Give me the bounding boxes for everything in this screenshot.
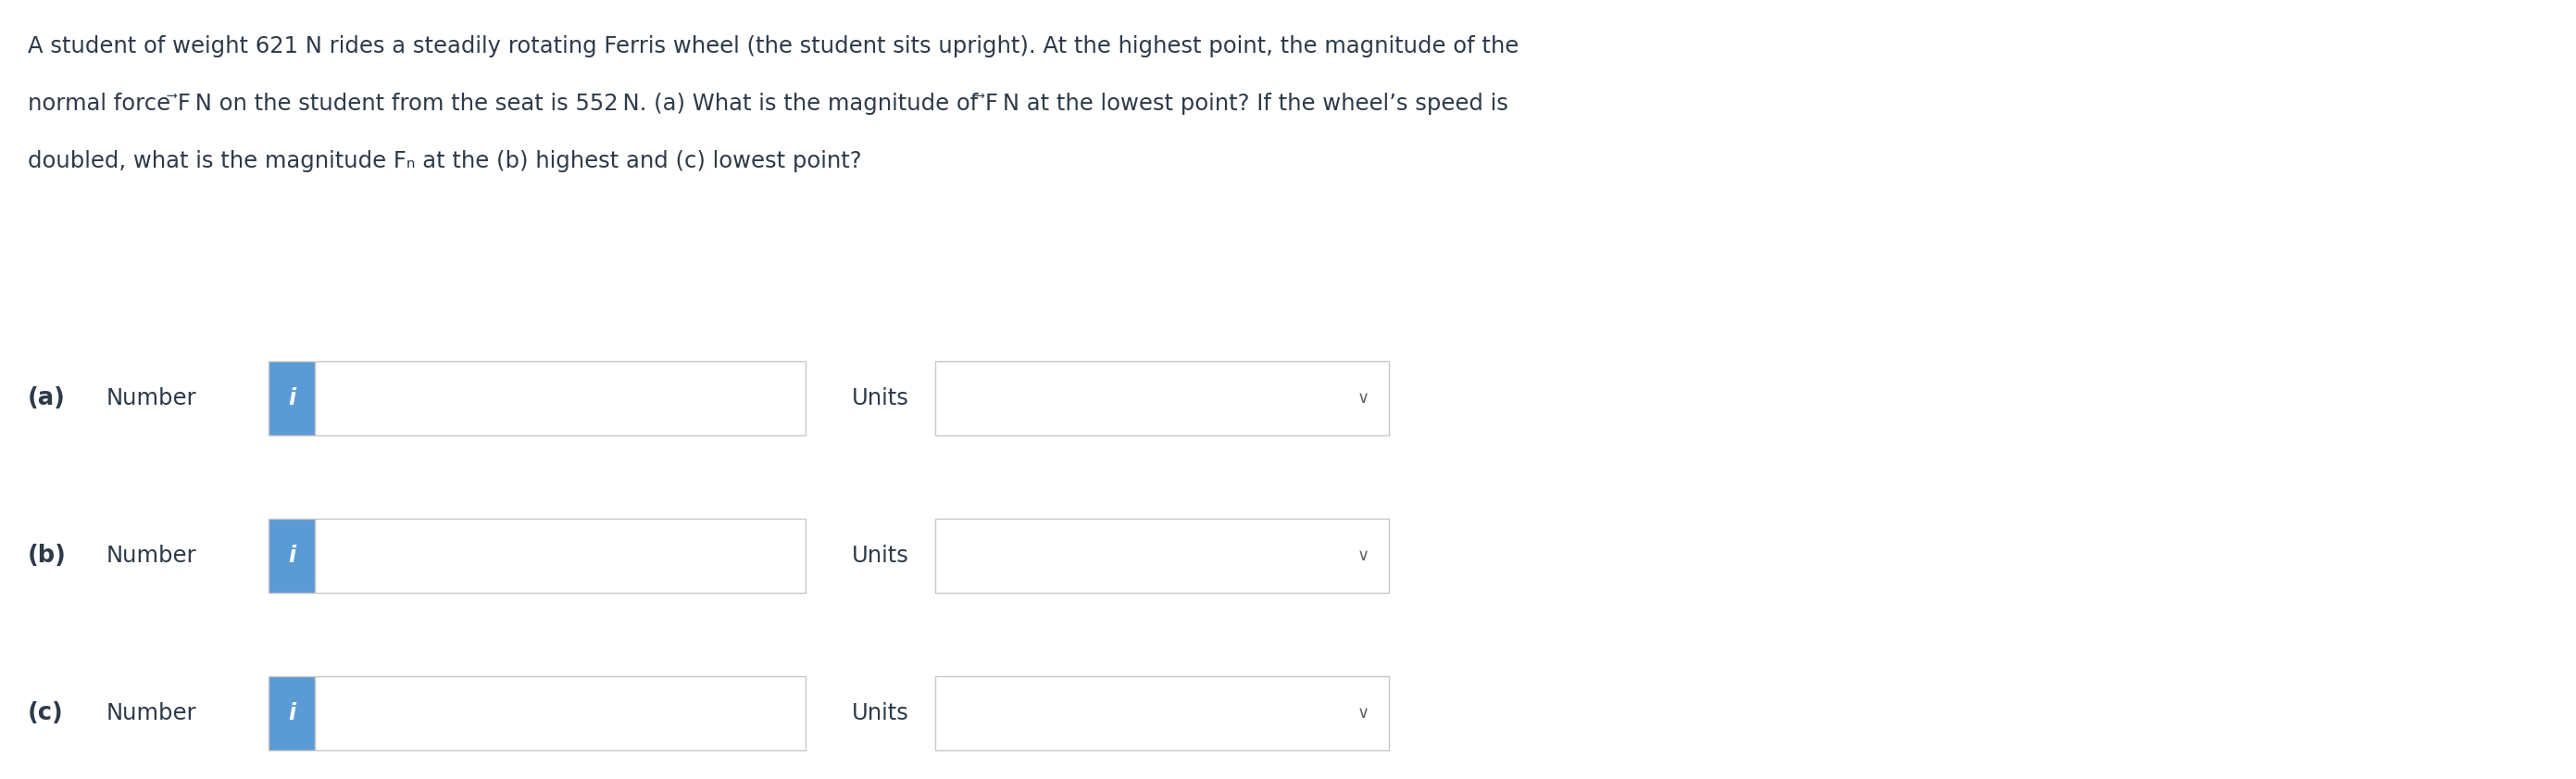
Text: (a): (a)	[28, 386, 64, 411]
Bar	[314, 519, 806, 593]
Bar	[935, 361, 1388, 435]
Bar	[935, 519, 1388, 593]
Text: Units: Units	[853, 387, 909, 410]
Text: Number: Number	[106, 545, 196, 567]
Text: Number: Number	[106, 387, 196, 410]
Bar	[314, 361, 806, 435]
Text: (b): (b)	[28, 544, 67, 568]
Bar	[268, 519, 314, 593]
Text: i: i	[289, 545, 296, 567]
Bar	[935, 676, 1388, 750]
Text: ∨: ∨	[1358, 390, 1368, 407]
Text: ∨: ∨	[1358, 705, 1368, 721]
Text: normal force ⃗F N on the student from the seat is 552 N. (a) What is the magnitu: normal force ⃗F N on the student from th…	[28, 93, 1510, 115]
Text: i: i	[289, 387, 296, 410]
Text: Number: Number	[106, 702, 196, 724]
Text: doubled, what is the magnitude Fₙ at the (b) highest and (c) lowest point?: doubled, what is the magnitude Fₙ at the…	[28, 150, 863, 172]
Text: Units: Units	[853, 702, 909, 724]
Text: (c): (c)	[28, 701, 64, 725]
Bar	[268, 361, 314, 435]
Text: ∨: ∨	[1358, 548, 1368, 564]
Text: A student of weight 621 N rides a steadily rotating Ferris wheel (the student si: A student of weight 621 N rides a steadi…	[28, 35, 1520, 58]
Text: Units: Units	[853, 545, 909, 567]
Bar	[268, 676, 314, 750]
Text: i: i	[289, 702, 296, 724]
Bar	[314, 676, 806, 750]
